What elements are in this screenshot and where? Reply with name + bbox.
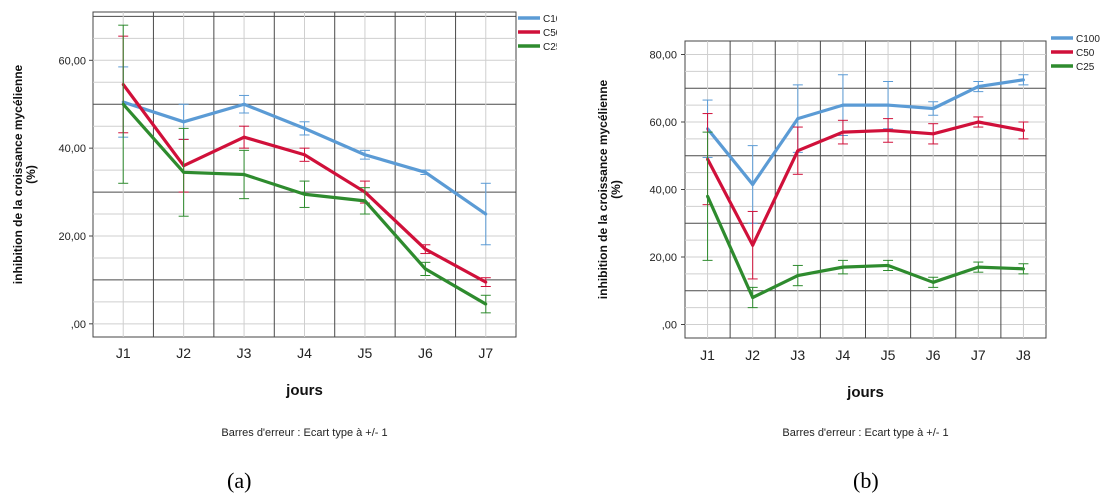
x-axis-title: jours [285,382,323,399]
x-tick-label: J8 [1016,347,1031,363]
data-point-c100 [1021,78,1025,82]
x-tick-label: J3 [790,347,805,363]
y-tick-label: 60,00 [649,117,677,129]
x-tick-label: J7 [478,345,493,361]
x-tick-label: J1 [116,345,131,361]
data-point-c50 [976,120,980,124]
x-axis-title: jours [846,384,884,401]
data-point-c25 [751,296,755,299]
legend-label: C25 [1076,62,1095,73]
y-tick-label: ,00 [71,319,86,331]
panel-caption-a: (a) [227,468,252,493]
data-point-c100 [796,117,800,121]
data-point-c25 [423,267,427,271]
y-tick-label: 80,00 [649,50,677,62]
data-point-c50 [796,149,800,153]
data-point-c25 [706,194,710,198]
x-tick-label: J1 [700,347,715,363]
data-point-c50 [931,132,935,136]
y-tick-label: 40,00 [649,185,677,197]
y-tick-label: ,00 [662,320,677,332]
legend-label: C50 [1076,48,1095,59]
y-axis-title: inhibition de la croissance mycélienne(%… [11,64,38,284]
data-point-c50 [1021,128,1025,132]
legend-label: C100 [543,14,557,25]
chart-b: ,00 20,00 40,00 60,00 80,00 J1 J2 J3 J4 J5 J6 J7 J8 i… [596,34,1100,439]
data-point-c100 [841,103,845,107]
x-tick-label: J2 [745,347,760,363]
data-point-c25 [484,302,488,306]
x-tick-label: J4 [297,345,312,361]
x-tick-label: J6 [926,347,941,363]
x-tick-label: J5 [358,345,373,361]
data-point-c25 [796,274,800,278]
data-point-c50 [751,243,755,247]
data-point-c25 [242,173,246,176]
data-point-c100 [363,153,367,157]
error-bar-footnote: Barres d'erreur : Ecart type à +/- 1 [782,427,948,439]
legend-label: C50 [543,28,557,39]
error-bar-footnote: Barres d'erreur : Ecart type à +/- 1 [221,427,387,439]
x-tick-label: J2 [176,345,191,361]
panel-caption-b: (b) [853,468,879,493]
data-point-c100 [242,102,246,106]
data-point-c100 [751,182,755,186]
data-point-c25 [976,265,980,269]
data-point-c25 [1021,267,1025,271]
data-point-c50 [303,153,306,157]
series-line-c100 [706,78,1024,187]
data-point-c100 [182,120,186,124]
x-tick-label: J5 [881,347,896,363]
data-point-c25 [931,280,935,284]
data-point-c25 [841,265,845,269]
x-tick-label: J7 [971,347,986,363]
data-point-c100 [886,103,890,107]
legend-label: C100 [1076,34,1100,45]
data-point-c100 [976,85,980,89]
data-point-c25 [363,199,367,203]
y-tick-label: 40,00 [58,143,86,155]
data-point-c100 [484,212,488,216]
data-point-c100 [931,107,935,110]
x-tick-label: J6 [418,345,433,361]
x-tick-label: J3 [237,345,252,361]
data-point-c50 [242,135,246,139]
data-point-c50 [484,280,488,284]
y-tick-label: 20,00 [58,231,86,243]
legend-label: C25 [543,42,557,53]
data-point-c25 [886,263,890,267]
data-point-c25 [121,102,125,106]
data-point-c50 [423,247,427,251]
data-point-c25 [303,192,306,196]
series-line-c25 [706,195,1024,300]
data-point-c100 [423,170,427,174]
x-tick-label: J4 [836,347,851,363]
y-tick-label: 20,00 [649,252,677,264]
data-point-c50 [841,130,845,134]
data-point-c50 [886,128,890,132]
y-tick-label: 60,00 [58,55,86,67]
chart-a: ,00 20,00 40,00 60,00 J1 J2 J3 J4 J5 J6 J7 inhibiti… [11,11,557,439]
data-point-c25 [182,170,186,174]
data-point-c100 [303,126,306,130]
series-line-c50 [706,120,1024,247]
y-axis-title: inhibition de la croissance mycélienne(%… [596,79,623,299]
